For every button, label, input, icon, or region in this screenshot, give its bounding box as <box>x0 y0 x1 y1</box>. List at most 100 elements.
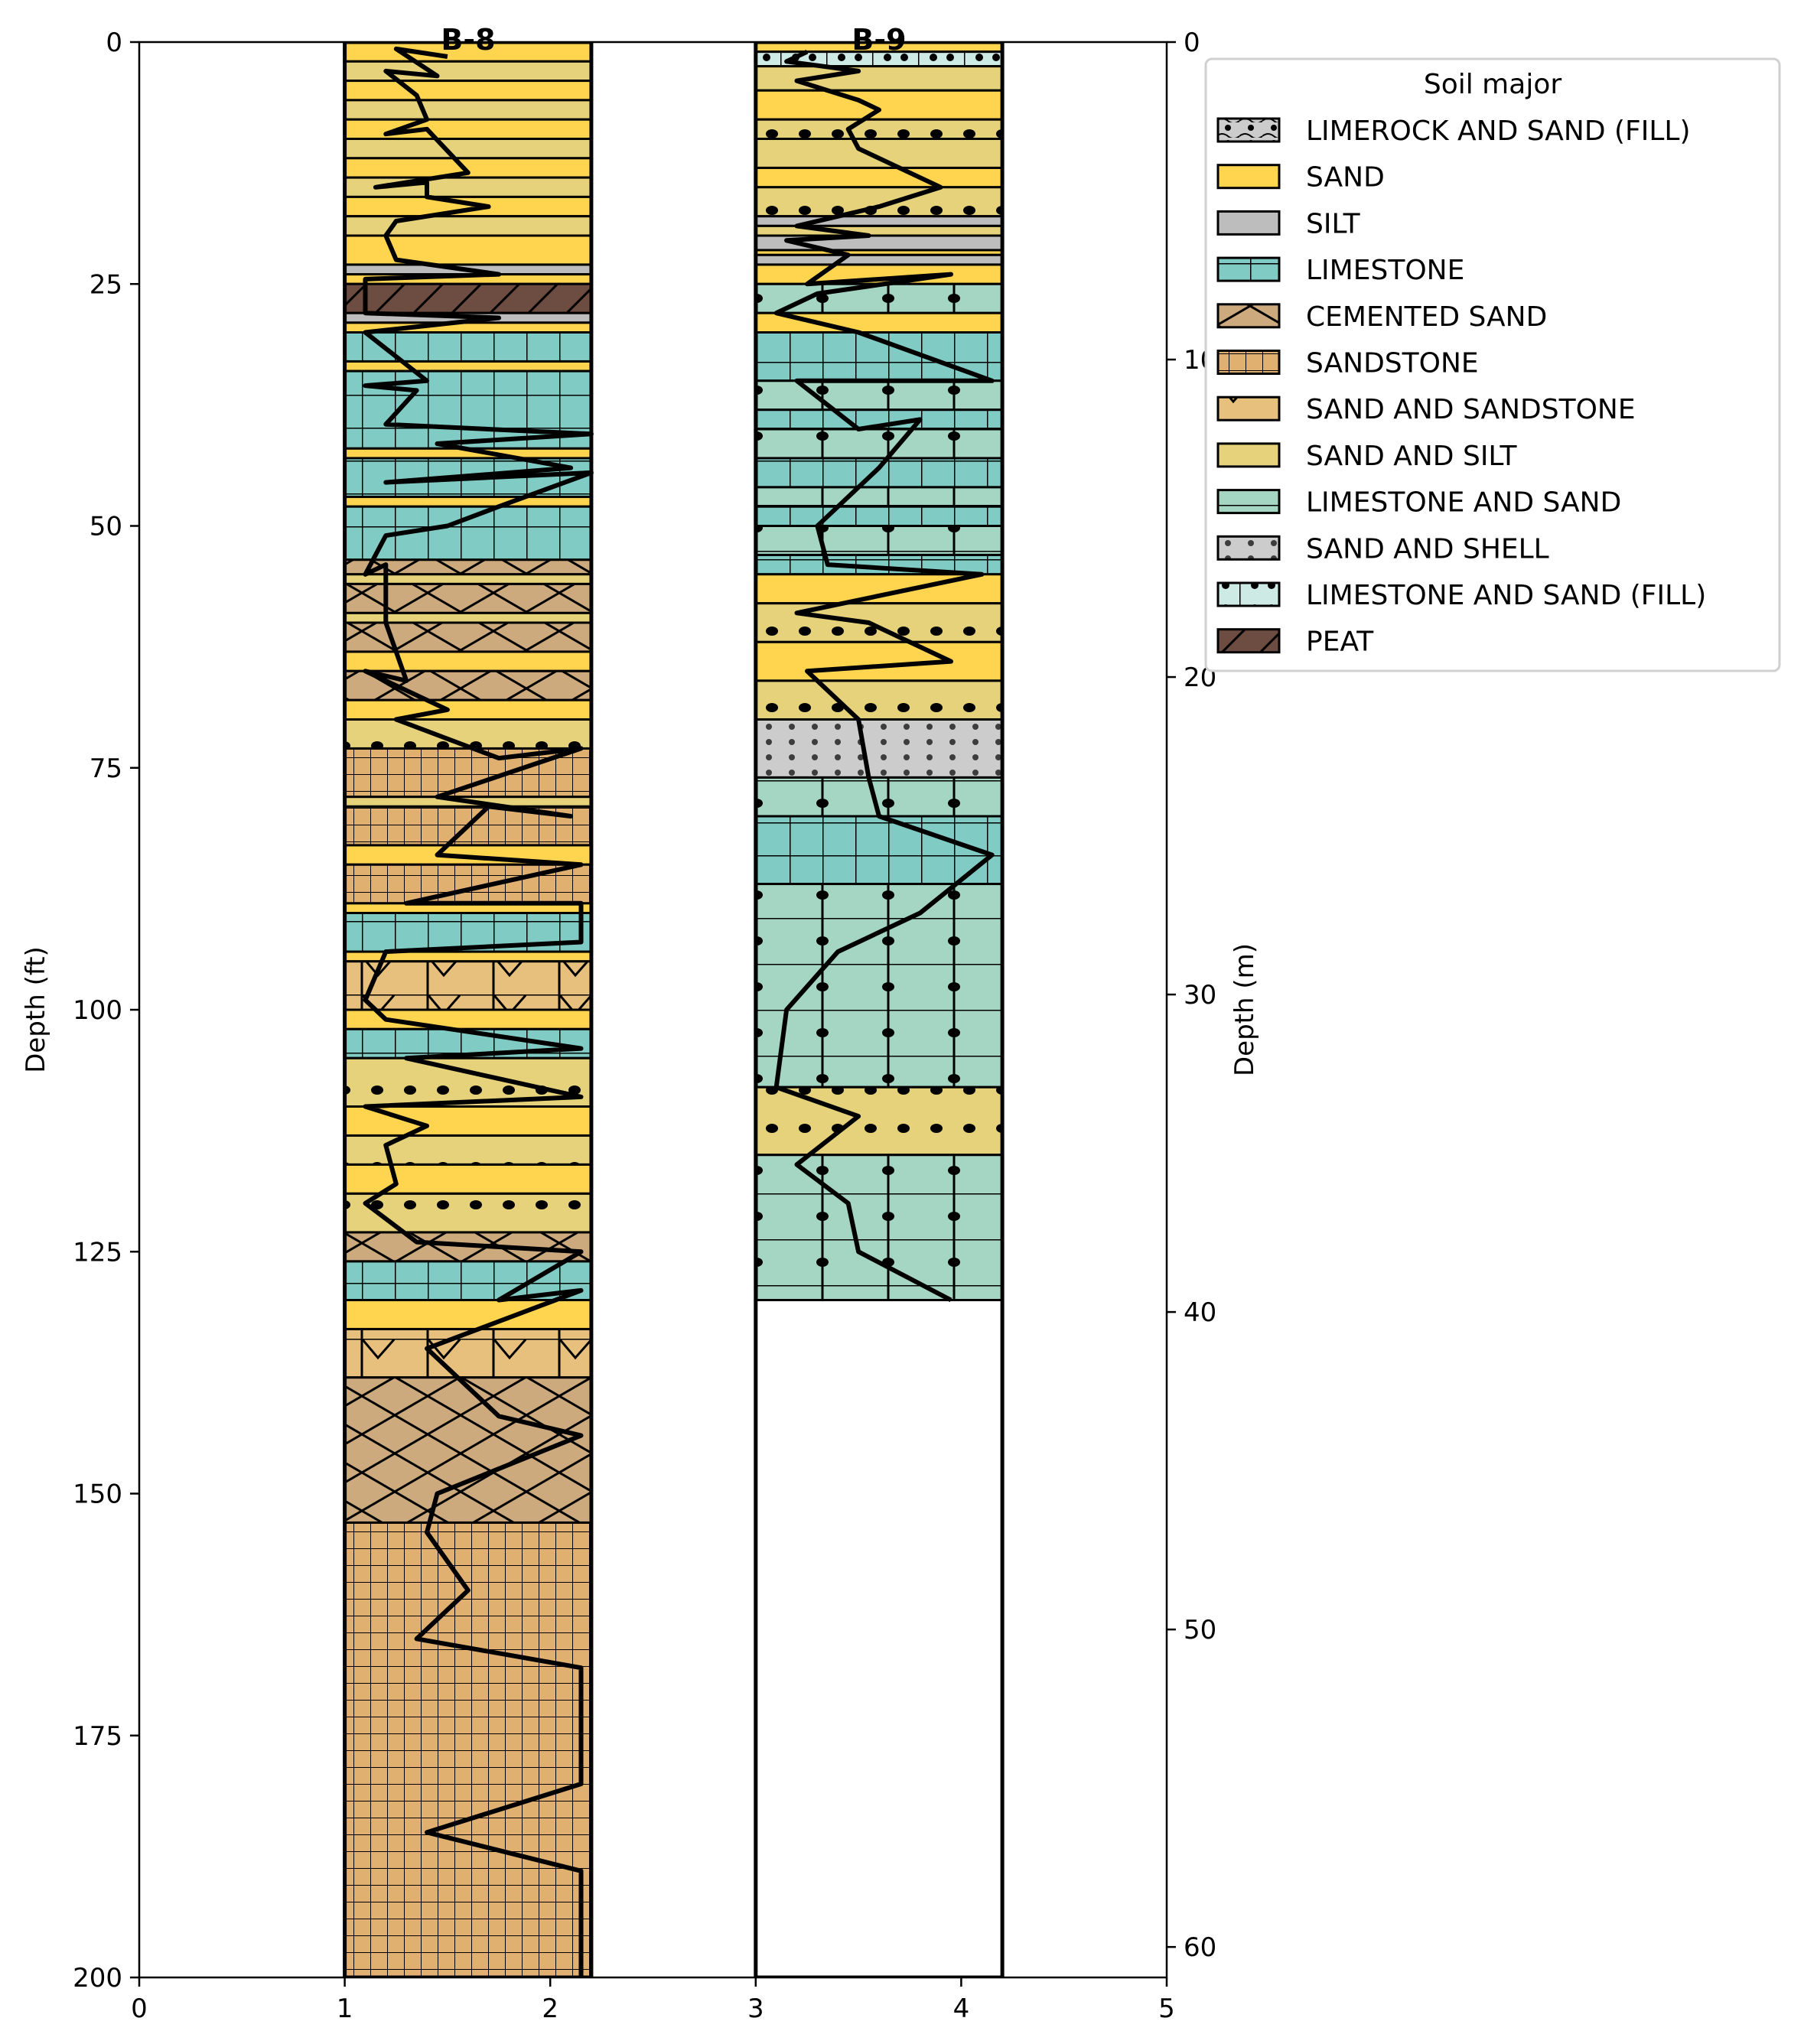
y-tick-label: 100 <box>73 995 122 1026</box>
layer-b-8-sand <box>344 496 593 508</box>
layer-b-8-cemented-sand <box>344 582 593 614</box>
borehole-title-b8: B-8 <box>441 23 495 57</box>
borehole-titles: B-8 B-9 <box>441 23 906 57</box>
layer-b-9-sand-and-silt <box>754 679 1004 721</box>
legend-item-limestone: LIMESTONE <box>1216 255 1464 286</box>
legend-swatch-sandstone <box>1216 350 1281 375</box>
y-tick-label: 150 <box>73 1479 122 1510</box>
profile-curves <box>363 46 995 1977</box>
y2-tick-label: 30 <box>1184 980 1216 1011</box>
y-tick-label: 0 <box>106 28 122 58</box>
layer-b-8-sand <box>344 234 593 266</box>
legend-label: SAND <box>1306 162 1385 194</box>
layer-b-9-sand-and-silt <box>754 65 1004 92</box>
legend-swatch-limestone-and-sand <box>1216 489 1281 515</box>
layer-b-8-sand-and-silt <box>344 573 593 585</box>
legend-title: Soil major <box>1424 69 1561 100</box>
layer-b-9-limestone-and-sand <box>754 486 1004 508</box>
layer-b-8-sand-and-silt <box>344 138 593 160</box>
layer-b-8-sand <box>344 1299 593 1330</box>
layer-b-8-sand-and-sandstone <box>344 960 593 1011</box>
layer-b-8-sand-and-silt <box>344 1134 593 1166</box>
layer-b-8-limestone <box>344 505 593 561</box>
borehole-title-b9: B-9 <box>852 23 906 57</box>
layer-b-9-limestone-and-sand-fill <box>754 50 1004 68</box>
y-tick-label: 175 <box>73 1721 122 1752</box>
legend-label: LIMEROCK AND SAND (FILL) <box>1306 116 1691 147</box>
layer-b-9-silt <box>754 215 1004 227</box>
layer-b-8-sand <box>344 118 593 140</box>
legend-item-limestone-and-sand: LIMESTONE AND SAND <box>1216 487 1621 519</box>
layer-b-8-sand <box>344 360 593 373</box>
layer-b-8-peat <box>344 282 593 314</box>
y-tick-label: 200 <box>73 1963 122 1994</box>
layer-b-9-sand <box>754 89 1004 121</box>
layer-b-8-sandstone <box>344 1521 593 1977</box>
axes-frame <box>138 41 1168 1979</box>
y-axis-ticks: 0 25 50 75 100 125 150 175 200 <box>73 28 139 1994</box>
legend-label: LIMESTONE <box>1306 255 1464 286</box>
y2-axis-label: Depth (m) <box>1229 943 1260 1076</box>
borehole-column-b-8 <box>343 42 594 1977</box>
legend-item-limestone-and-sand-fill: LIMESTONE AND SAND (FILL) <box>1216 580 1706 611</box>
layer-b-9-sand-and-silt <box>754 602 1004 643</box>
legend-label: SAND AND SILT <box>1306 441 1518 472</box>
layer-b-8-sand <box>344 650 593 672</box>
soil-layers <box>343 42 1005 1977</box>
layer-b-9-sand-and-shell <box>754 718 1004 779</box>
y2-tick-label: 50 <box>1184 1615 1216 1645</box>
layer-b-8-sand <box>344 1163 593 1195</box>
layer-b-9-limestone-and-sand <box>754 282 1004 314</box>
legend-label: SANDSTONE <box>1306 348 1479 379</box>
layer-b-8-sand-and-silt <box>344 60 593 83</box>
layer-b-9-limestone <box>754 815 1004 886</box>
legend-label: SAND AND SANDSTONE <box>1306 394 1636 425</box>
legend-label: PEAT <box>1306 627 1374 658</box>
x-tick-label: 3 <box>747 1994 764 2024</box>
layer-b-8-cemented-sand <box>344 621 593 653</box>
legend: Soil major LIMEROCK AND SAND (FILL)SANDS… <box>1204 57 1781 672</box>
layer-b-9-limestone-and-sand <box>754 379 1004 412</box>
x-tick-label: 1 <box>337 1994 353 2024</box>
layer-b-9-sand-and-silt <box>754 138 1004 169</box>
legend-item-cemented-sand: CEMENTED SAND <box>1216 301 1547 333</box>
layer-b-9-limestone <box>754 505 1004 528</box>
layer-b-8-sand-and-silt <box>344 215 593 237</box>
legend-label: LIMESTONE AND SAND <box>1306 487 1621 519</box>
x-axis-ticks: 0 1 2 3 4 5 <box>131 1977 1175 2024</box>
legend-label: SILT <box>1306 208 1361 239</box>
legend-label: CEMENTED SAND <box>1306 301 1547 333</box>
layer-b-9-limestone-and-sand <box>754 1154 1004 1301</box>
y2-tick-label: 0 <box>1184 28 1200 58</box>
layer-b-8-sandstone <box>344 863 593 905</box>
legend-label: SAND AND SHELL <box>1306 533 1549 565</box>
legend-item-silt: SILT <box>1216 208 1361 239</box>
y-tick-label: 75 <box>90 753 122 784</box>
profile-line-b-8 <box>363 46 594 1977</box>
y-tick-label: 50 <box>90 512 122 542</box>
legend-swatch-peat <box>1216 628 1281 654</box>
layer-b-8-cemented-sand <box>344 1376 593 1524</box>
profile-line-b-9 <box>773 49 995 1303</box>
legend-item-peat: PEAT <box>1216 627 1374 658</box>
legend-swatch-limestone-and-sand-fill <box>1216 581 1281 607</box>
legend-swatch-limestone <box>1216 256 1281 282</box>
legend-item-sand-and-shell: SAND AND SHELL <box>1216 533 1549 565</box>
layer-b-8-sand <box>344 80 593 102</box>
y-axis-label: Depth (ft) <box>21 946 51 1073</box>
layer-b-9-sand-and-silt <box>754 186 1004 218</box>
legend-swatch-sand-and-sandstone <box>1216 395 1281 421</box>
y-tick-label: 125 <box>73 1237 122 1268</box>
legend-item-sandstone: SANDSTONE <box>1216 348 1479 379</box>
layer-b-9-limestone-and-sand <box>754 525 1004 556</box>
x-tick-label: 5 <box>1158 1994 1175 2024</box>
layer-b-9-silt <box>754 253 1004 266</box>
layer-b-8-sand <box>344 698 593 721</box>
legend-swatch-sand-and-silt <box>1216 442 1281 468</box>
y-tick-label: 25 <box>90 269 122 300</box>
borehole-column-b-9 <box>754 42 1005 1977</box>
layer-b-9-limestone-and-sand <box>754 428 1004 460</box>
layer-b-9-sand-and-silt <box>754 224 1004 237</box>
